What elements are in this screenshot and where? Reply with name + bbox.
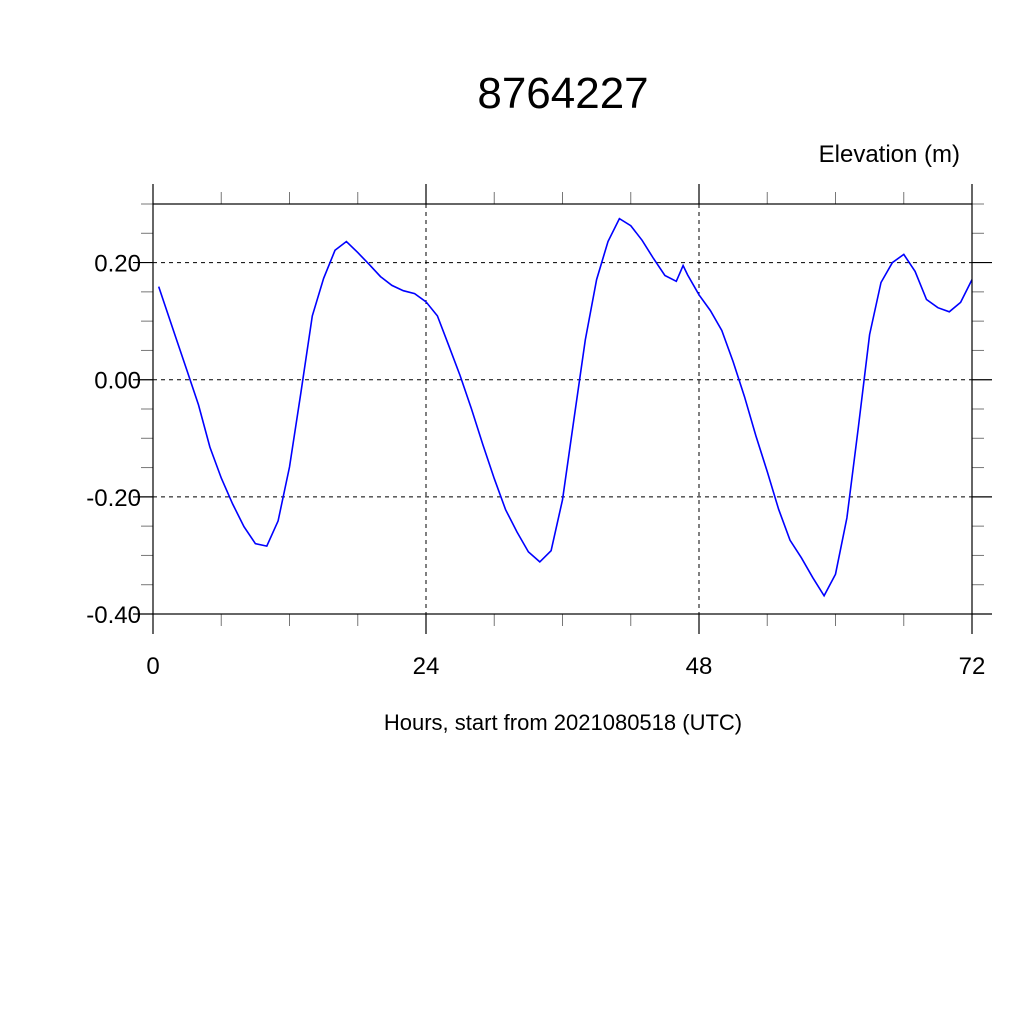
x-tick-labels: 0 24 48 72: [146, 653, 985, 680]
x-tick-label: 24: [413, 653, 440, 680]
y-axis-label: Elevation (m): [819, 141, 960, 168]
y-tick-label: 0.20: [94, 251, 141, 278]
chart-title: 8764227: [477, 69, 648, 118]
y-tick-labels: -0.40 -0.20 0.00 0.20: [86, 251, 141, 629]
elevation-line: [157, 217, 973, 598]
x-axis-label: Hours, start from 2021080518 (UTC): [384, 710, 742, 735]
ticks: [133, 184, 992, 634]
x-tick-label: 0: [146, 653, 159, 680]
y-tick-label: 0.00: [94, 368, 141, 395]
y-tick-label: -0.20: [86, 485, 141, 512]
y-tick-label: -0.40: [86, 602, 141, 629]
grid: [153, 204, 972, 614]
x-tick-label: 48: [686, 653, 713, 680]
plot-frame: [152, 203, 973, 615]
x-tick-label: 72: [959, 653, 986, 680]
